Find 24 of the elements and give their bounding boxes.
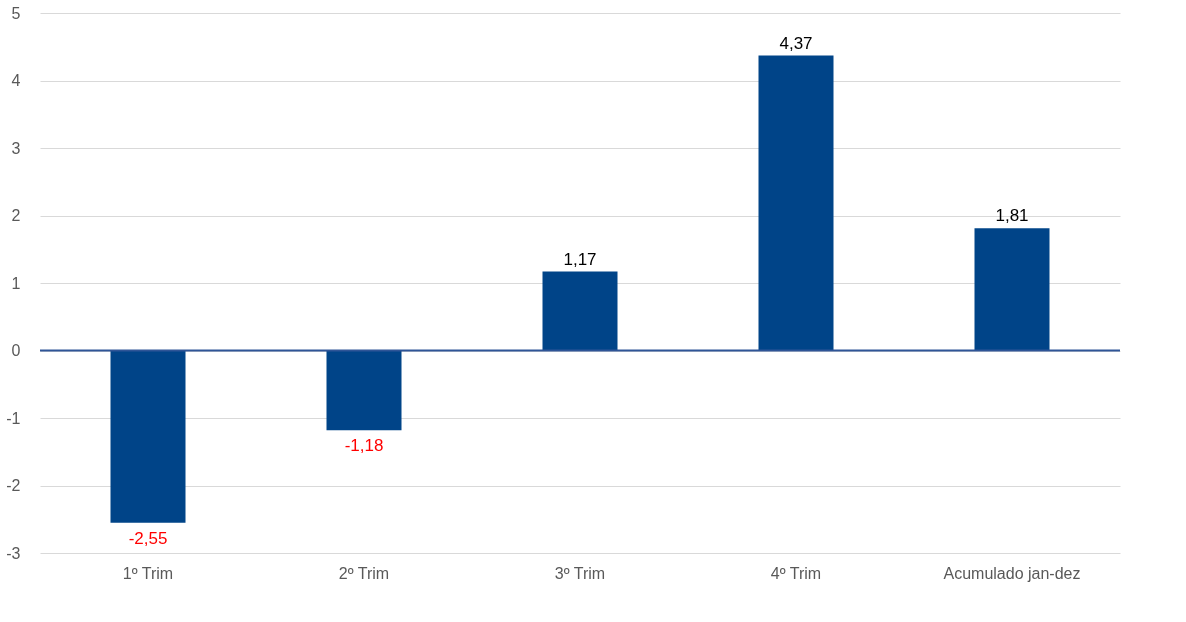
data-label: -1,18 — [344, 436, 384, 456]
x-tick-label: 2º Trim — [338, 564, 390, 582]
y-tick-label: -1 — [6, 409, 21, 427]
y-tick-label: 1 — [11, 274, 21, 292]
bar — [974, 228, 1050, 351]
data-label: 4,37 — [779, 33, 813, 53]
x-tick-label: 3º Trim — [554, 564, 606, 582]
y-tick-label: 0 — [11, 342, 21, 359]
bar — [758, 55, 834, 351]
data-label: -2,55 — [128, 528, 168, 548]
y-tick-label: 2 — [11, 207, 21, 224]
y-tick-label: 3 — [11, 139, 21, 157]
data-label: 1,17 — [563, 249, 597, 269]
x-tick-label: 1º Trim — [122, 564, 174, 582]
x-tick-label: Acumulado jan-dez — [943, 564, 1081, 582]
y-tick-label: 4 — [11, 72, 21, 89]
bar — [542, 271, 618, 351]
bar — [110, 350, 186, 523]
x-tick-label: 4º Trim — [770, 564, 822, 582]
data-label: 1,81 — [995, 206, 1029, 226]
bar — [326, 350, 402, 431]
y-tick-label: -3 — [6, 544, 21, 562]
y-tick-label: -2 — [6, 477, 21, 494]
y-tick-label: 5 — [11, 4, 21, 22]
